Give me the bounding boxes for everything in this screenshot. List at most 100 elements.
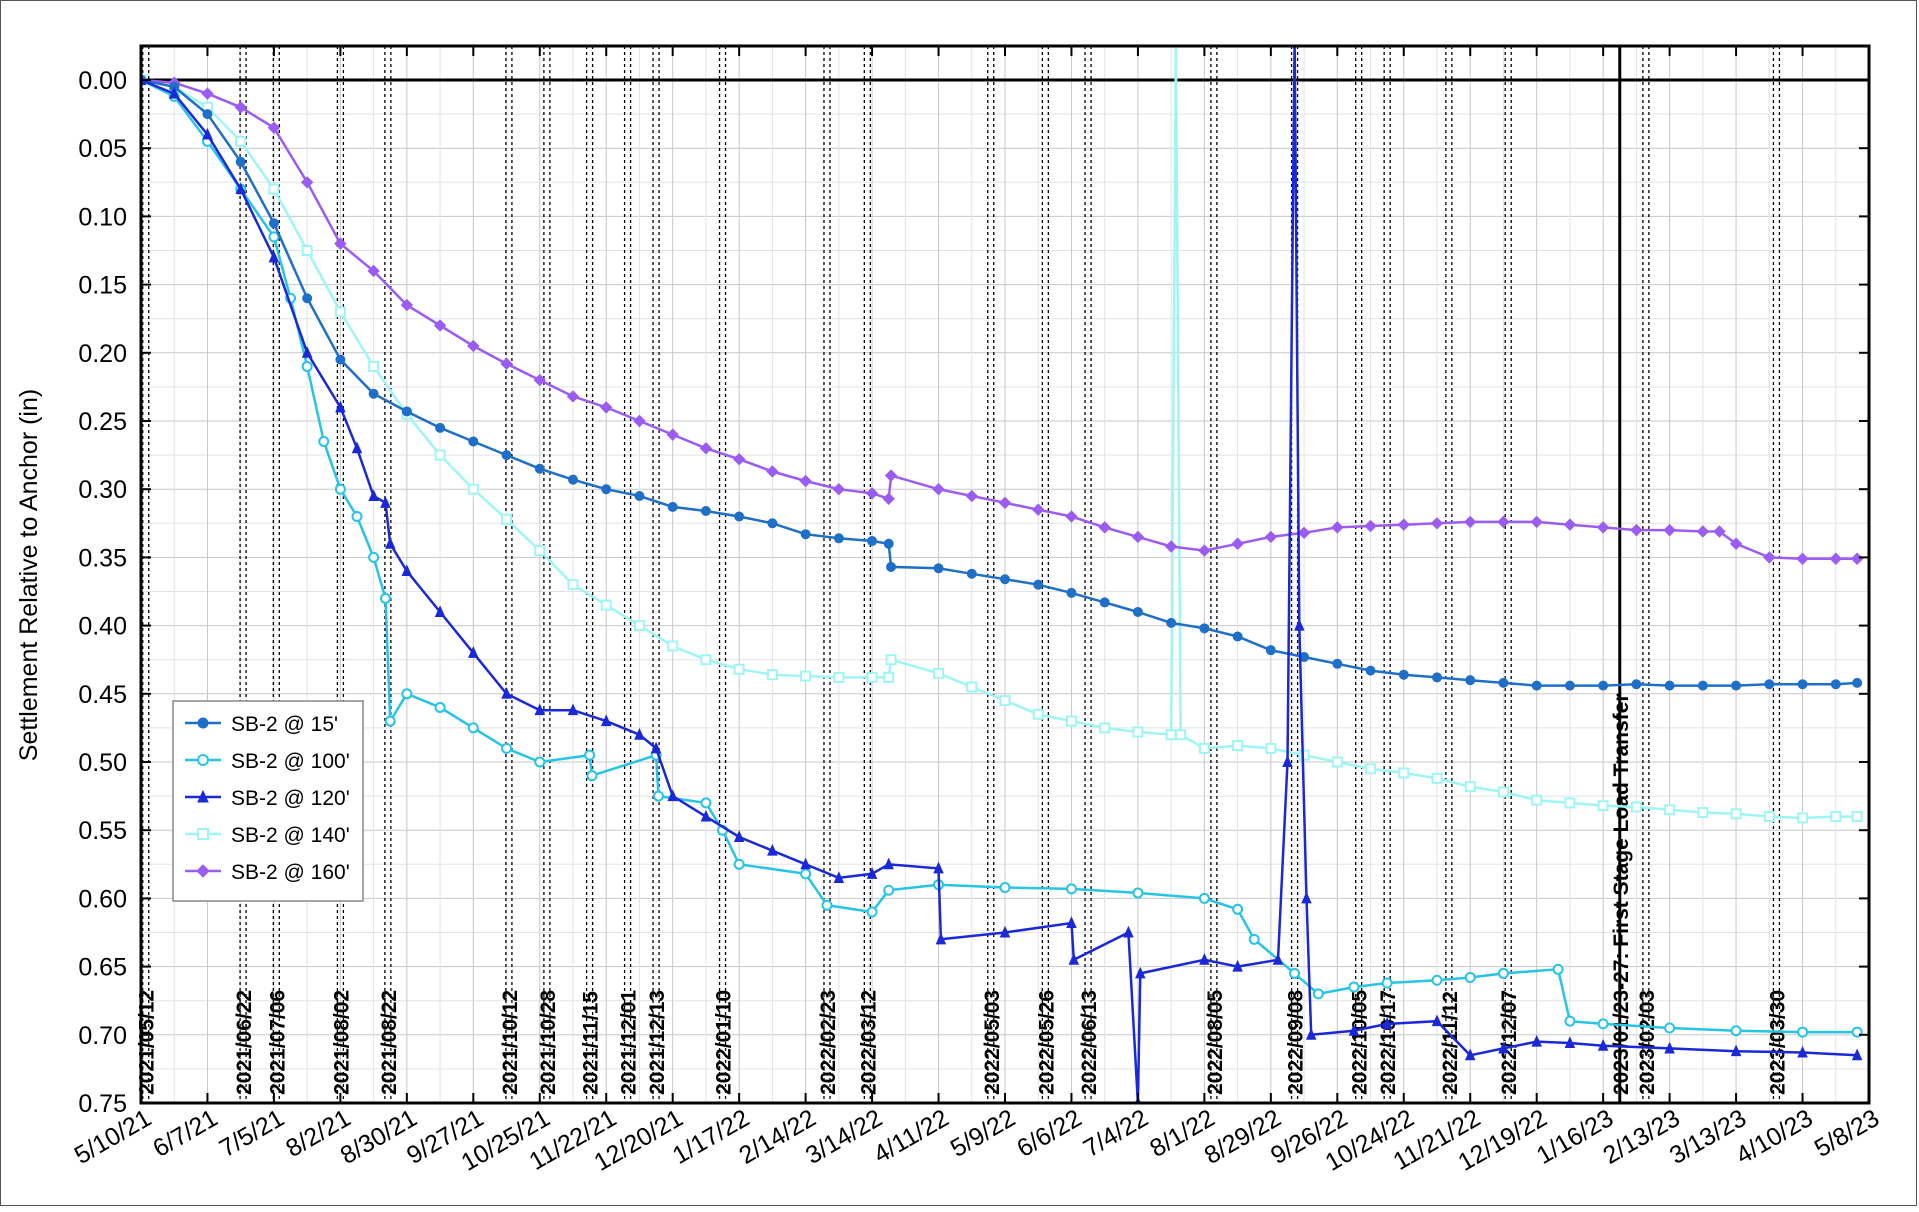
data-point bbox=[1763, 551, 1776, 564]
data-point bbox=[500, 357, 513, 370]
data-point bbox=[1729, 537, 1743, 550]
data-point bbox=[1564, 680, 1575, 691]
data-point bbox=[634, 491, 645, 502]
data-point bbox=[1132, 726, 1144, 738]
data-point bbox=[1298, 749, 1310, 761]
data-point bbox=[235, 156, 246, 167]
data-point bbox=[1365, 665, 1376, 676]
data-point bbox=[1664, 1041, 1675, 1054]
data-point bbox=[384, 715, 396, 727]
data-point bbox=[534, 463, 545, 474]
event-label: 2021/12/01 bbox=[618, 990, 641, 1095]
data-point bbox=[767, 518, 778, 529]
x-tick-label: 3/14/22 bbox=[801, 1104, 887, 1170]
data-point bbox=[865, 487, 879, 500]
series-3 bbox=[141, 46, 1863, 1103]
data-point bbox=[1232, 959, 1243, 972]
y-tick-label: 0.00 bbox=[78, 67, 127, 95]
data-point bbox=[1175, 729, 1187, 741]
data-point bbox=[1398, 767, 1410, 779]
data-point bbox=[1730, 1025, 1742, 1037]
legend-label: SB-2 @ 15' bbox=[231, 713, 338, 736]
data-point bbox=[1065, 883, 1077, 895]
data-point bbox=[883, 671, 895, 683]
data-point bbox=[268, 218, 279, 229]
data-point bbox=[301, 346, 313, 358]
data-point bbox=[1497, 967, 1509, 979]
data-point bbox=[650, 741, 662, 754]
data-point bbox=[1464, 515, 1477, 529]
data-point bbox=[1098, 521, 1111, 534]
data-point bbox=[1797, 1045, 1808, 1058]
data-point bbox=[380, 496, 391, 508]
data-point bbox=[799, 474, 812, 488]
data-point bbox=[1664, 680, 1675, 691]
data-point bbox=[1032, 503, 1045, 516]
data-point bbox=[351, 441, 363, 454]
data-point bbox=[501, 742, 513, 754]
data-point bbox=[667, 789, 678, 802]
data-point bbox=[933, 667, 945, 679]
x-tick-label: 4/11/22 bbox=[869, 1104, 954, 1169]
data-point bbox=[1763, 811, 1775, 823]
data-point bbox=[1531, 680, 1542, 691]
data-point bbox=[1099, 597, 1110, 608]
data-point bbox=[235, 182, 246, 195]
y-tick-label: 0.15 bbox=[78, 272, 127, 300]
data-point bbox=[966, 568, 977, 579]
data-point bbox=[1597, 1018, 1609, 1030]
event-label: 2022/05/26 bbox=[1035, 990, 1058, 1095]
series-layer bbox=[141, 46, 1864, 1103]
event-label: 2021/10/12 bbox=[499, 990, 522, 1095]
data-point bbox=[1597, 800, 1609, 812]
data-point bbox=[1564, 1036, 1576, 1048]
data-point bbox=[467, 722, 479, 734]
legend-label: SB-2 @ 160' bbox=[231, 861, 350, 884]
data-point bbox=[1631, 679, 1642, 690]
legend-label: SB-2 @ 120' bbox=[231, 787, 350, 810]
data-point bbox=[733, 663, 745, 675]
data-point bbox=[600, 599, 612, 611]
y-tick-label: 0.20 bbox=[78, 340, 127, 368]
legend-item: SB-2 @ 160' bbox=[185, 861, 350, 884]
data-point bbox=[197, 828, 209, 840]
data-point bbox=[700, 654, 712, 666]
data-point bbox=[1198, 544, 1211, 557]
data-point bbox=[1696, 525, 1710, 538]
data-point bbox=[932, 482, 945, 496]
data-point bbox=[1381, 977, 1393, 989]
data-point bbox=[867, 536, 878, 547]
data-point bbox=[1464, 1048, 1476, 1061]
event-label: 2022/06/13 bbox=[1078, 990, 1101, 1095]
x-tick-label: 8/29/22 bbox=[1200, 1104, 1286, 1170]
data-point bbox=[568, 474, 578, 485]
data-point bbox=[235, 135, 247, 147]
data-point bbox=[1312, 988, 1324, 1000]
data-point bbox=[700, 797, 712, 809]
event-label: 2022/11/12 bbox=[1439, 991, 1462, 1095]
data-point bbox=[999, 925, 1011, 938]
series-1 bbox=[141, 75, 1863, 691]
data-point bbox=[1431, 974, 1443, 986]
series-line bbox=[141, 46, 1858, 1103]
data-point bbox=[1265, 645, 1276, 656]
data-point bbox=[1713, 525, 1726, 538]
data-point bbox=[633, 620, 645, 632]
event-label: 2022/05/03 bbox=[981, 990, 1004, 1095]
data-point bbox=[883, 538, 894, 549]
data-point bbox=[1264, 530, 1278, 544]
data-point bbox=[197, 789, 209, 803]
data-point bbox=[501, 687, 512, 699]
data-point bbox=[866, 671, 878, 683]
data-point bbox=[1830, 679, 1841, 690]
data-point bbox=[368, 489, 379, 502]
data-point bbox=[268, 250, 280, 263]
data-point bbox=[766, 465, 779, 478]
data-point bbox=[501, 450, 512, 461]
data-point bbox=[1431, 1014, 1443, 1027]
event-label: 2022/08/05 bbox=[1204, 990, 1227, 1095]
data-point bbox=[700, 506, 711, 517]
data-point bbox=[1231, 537, 1244, 550]
data-point bbox=[301, 360, 313, 372]
data-point bbox=[197, 717, 209, 729]
